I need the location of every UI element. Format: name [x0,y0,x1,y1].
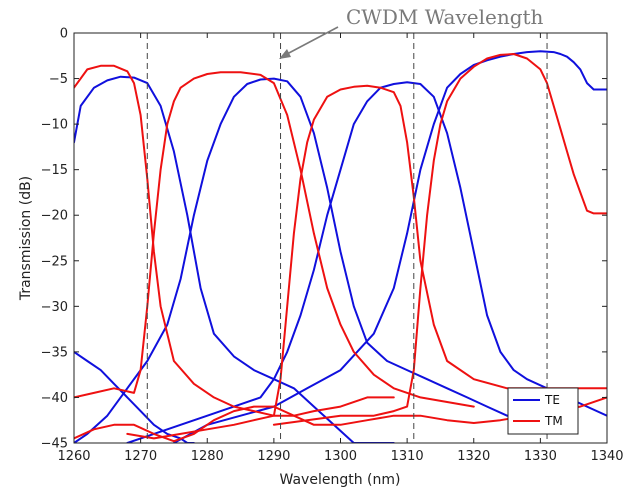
y-axis-label: Transmission (dB) [18,176,34,301]
series-line-tm-6 [74,71,475,408]
x-tick-label: 1280 [191,449,224,464]
y-tick-label: −40 [41,391,68,406]
y-tick-label: −45 [41,437,68,452]
y-tick-label: −30 [41,300,68,315]
y-tick-label: −25 [41,254,68,269]
legend-box [507,387,579,435]
legend-te-label: TE [544,393,560,407]
x-tick-label: 1340 [590,449,623,464]
x-tick-label: 1300 [324,449,357,464]
series-line-te-3 [172,50,607,443]
series-layer [74,50,607,443]
y-tick-label: −20 [41,209,68,224]
series-line-tm-8 [272,53,607,426]
cwdm-annotation: CWDM Wavelength [346,5,544,29]
x-tick-label: 1290 [257,449,290,464]
x-tick-label: 1320 [457,449,490,464]
y-tick-label: −5 [49,72,68,87]
series-line-te-4 [74,350,195,443]
x-tick-label: 1310 [391,449,424,464]
annotation-arrow [279,26,339,59]
x-tick-label: 1260 [57,449,90,464]
y-tick-label: 0 [60,27,68,42]
series-line-te-0 [74,75,395,443]
legend-tm-label: TM [544,414,563,428]
series-line-tm-9 [74,396,607,443]
y-tick-label: −15 [41,163,68,178]
y-tick-label: −35 [41,345,68,360]
series-line-tm-5 [74,64,395,417]
x-ticks: 1260 1270 1280 1290 1300 1310 1320 1330 1340 [57,33,624,464]
series-line-tm-7 [126,84,607,440]
y-tick-label: −10 [41,118,68,133]
legend: TE TM [507,387,579,435]
y-ticks: 0 −5 −10 −15 −20 −25 −30 −35 −40 −45 [41,27,607,452]
x-tick-label: 1330 [524,449,557,464]
series-line-te-1 [74,77,509,443]
series-line-te-2 [126,81,607,443]
x-tick-label: 1270 [124,449,157,464]
plot-area [74,33,607,443]
cwdm-lines [146,33,548,443]
x-axis-label: Wavelength (nm) [280,472,401,488]
